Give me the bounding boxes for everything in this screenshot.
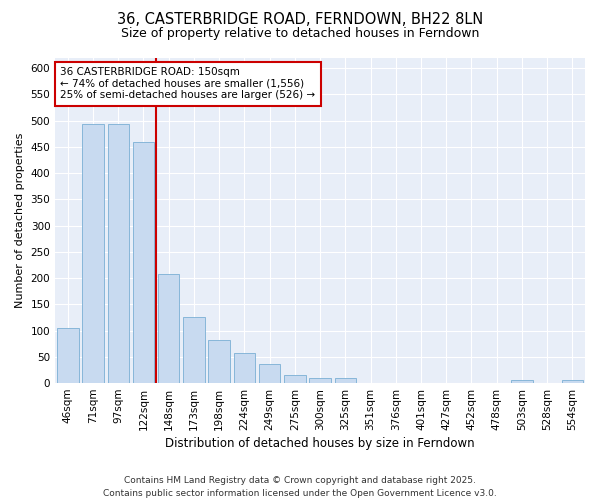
X-axis label: Distribution of detached houses by size in Ferndown: Distribution of detached houses by size … — [165, 437, 475, 450]
Bar — [158, 274, 179, 383]
Bar — [562, 380, 583, 383]
Bar — [233, 352, 255, 383]
Bar — [57, 328, 79, 383]
Text: 36 CASTERBRIDGE ROAD: 150sqm
← 74% of detached houses are smaller (1,556)
25% of: 36 CASTERBRIDGE ROAD: 150sqm ← 74% of de… — [61, 68, 316, 100]
Text: 36, CASTERBRIDGE ROAD, FERNDOWN, BH22 8LN: 36, CASTERBRIDGE ROAD, FERNDOWN, BH22 8L… — [117, 12, 483, 28]
Y-axis label: Number of detached properties: Number of detached properties — [15, 132, 25, 308]
Bar — [335, 378, 356, 383]
Text: Contains HM Land Registry data © Crown copyright and database right 2025.
Contai: Contains HM Land Registry data © Crown c… — [103, 476, 497, 498]
Bar — [183, 318, 205, 383]
Bar — [107, 124, 129, 383]
Bar — [259, 364, 280, 383]
Bar — [284, 375, 305, 383]
Bar — [208, 340, 230, 383]
Bar — [82, 124, 104, 383]
Text: Size of property relative to detached houses in Ferndown: Size of property relative to detached ho… — [121, 28, 479, 40]
Bar — [133, 142, 154, 383]
Bar — [310, 378, 331, 383]
Bar — [511, 380, 533, 383]
